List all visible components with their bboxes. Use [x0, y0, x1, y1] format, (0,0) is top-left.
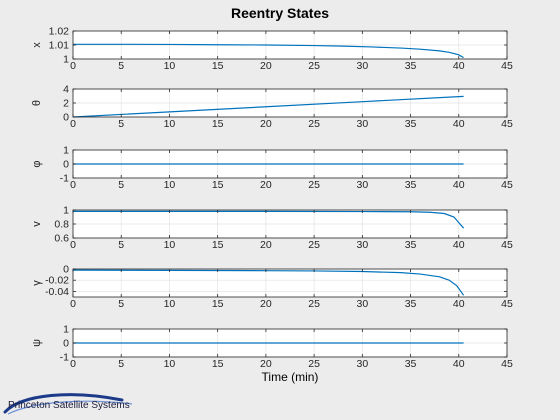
x-tick-label: 30 [356, 239, 368, 251]
y-tick-label: 1 [63, 54, 69, 66]
x-tick-label: 40 [453, 118, 465, 130]
x-tick-label: 15 [212, 358, 224, 370]
x-tick-label: 35 [405, 118, 417, 130]
x-tick-label: 10 [164, 179, 176, 191]
x-tick-label: 35 [405, 298, 417, 310]
x-tick-label: 45 [501, 239, 513, 251]
x-tick-label: 25 [308, 179, 320, 191]
x-axis-label: Time (min) [262, 370, 319, 384]
x-tick-label: 15 [212, 179, 224, 191]
y-axis-label: θ [31, 100, 43, 106]
x-tick-label: 10 [164, 118, 176, 130]
y-tick-label: 1 [63, 145, 69, 157]
x-tick-label: 5 [118, 358, 124, 370]
x-tick-label: 45 [501, 118, 513, 130]
x-tick-label: 0 [70, 60, 76, 72]
x-tick-label: 0 [70, 118, 76, 130]
subplot-4: 0 5 10 15 20 25 30 35 40 45 0.6 0.8 1 v [31, 205, 513, 252]
y-tick-label: 0 [63, 159, 69, 171]
x-tick-label: 40 [453, 298, 465, 310]
x-tick-label: 5 [118, 118, 124, 130]
y-axis-label: ψ [31, 339, 43, 347]
plot-area [73, 269, 507, 297]
y-tick-label: -0.04 [45, 286, 69, 298]
x-tick-label: 35 [405, 60, 417, 72]
x-tick-label: 25 [308, 358, 320, 370]
subplot-1: 0 5 10 15 20 25 30 35 40 45 1 1.01 1.02 x [31, 26, 513, 73]
x-tick-label: 40 [453, 358, 465, 370]
x-tick-label: 20 [260, 358, 272, 370]
x-tick-label: 5 [118, 60, 124, 72]
x-tick-label: 15 [212, 298, 224, 310]
y-axis-label: γ [31, 280, 43, 286]
subplot-5: 0 5 10 15 20 25 30 35 40 45 -0.04-0.020 γ [31, 264, 513, 311]
x-tick-label: 35 [405, 358, 417, 370]
x-tick-label: 15 [212, 239, 224, 251]
y-tick-label: -0.02 [45, 275, 69, 287]
y-tick-label: 1 [63, 324, 69, 336]
y-tick-label: 1 [63, 205, 69, 217]
y-tick-label: -1 [60, 352, 69, 364]
y-tick-label: 0 [63, 264, 69, 276]
x-tick-label: 10 [164, 60, 176, 72]
y-axis-label: φ [31, 160, 43, 167]
x-tick-label: 35 [405, 239, 417, 251]
y-tick-label: 1.02 [49, 26, 70, 38]
x-tick-label: 30 [356, 179, 368, 191]
y-tick-label: 1.01 [49, 40, 70, 52]
y-axis-label: v [31, 221, 43, 227]
x-tick-label: 25 [308, 60, 320, 72]
x-tick-label: 0 [70, 179, 76, 191]
x-tick-label: 30 [356, 298, 368, 310]
logo-text: Princeton Satellite Systems [8, 400, 130, 411]
x-tick-label: 10 [164, 239, 176, 251]
x-tick-label: 40 [453, 60, 465, 72]
y-tick-label: 4 [63, 84, 69, 96]
x-tick-label: 40 [453, 179, 465, 191]
x-tick-label: 45 [501, 179, 513, 191]
x-tick-label: 45 [501, 358, 513, 370]
x-tick-label: 0 [70, 358, 76, 370]
x-tick-label: 20 [260, 179, 272, 191]
x-tick-label: 30 [356, 118, 368, 130]
x-tick-label: 5 [118, 179, 124, 191]
x-tick-label: 15 [212, 118, 224, 130]
x-tick-label: 20 [260, 298, 272, 310]
y-tick-label: 0.8 [54, 219, 69, 231]
x-tick-label: 10 [164, 298, 176, 310]
x-tick-label: 20 [260, 118, 272, 130]
x-tick-label: 30 [356, 60, 368, 72]
chart-title: Reentry States [231, 5, 329, 21]
y-axis-label: x [31, 42, 43, 48]
y-tick-label: 0 [63, 112, 69, 124]
x-tick-label: 40 [453, 239, 465, 251]
x-tick-label: 15 [212, 60, 224, 72]
x-tick-label: 25 [308, 298, 320, 310]
x-tick-label: 45 [501, 60, 513, 72]
y-tick-label: 0.6 [54, 233, 69, 245]
x-tick-label: 20 [260, 239, 272, 251]
x-tick-label: 5 [118, 239, 124, 251]
x-tick-label: 25 [308, 239, 320, 251]
x-tick-label: 45 [501, 298, 513, 310]
x-tick-label: 35 [405, 179, 417, 191]
y-tick-label: -1 [60, 173, 69, 185]
x-tick-label: 20 [260, 60, 272, 72]
x-tick-label: 25 [308, 118, 320, 130]
y-tick-label: 2 [63, 98, 69, 110]
x-tick-label: 0 [70, 298, 76, 310]
x-tick-label: 30 [356, 358, 368, 370]
y-tick-label: 0 [63, 338, 69, 350]
x-tick-label: 10 [164, 358, 176, 370]
company-logo: Princeton Satellite Systems [2, 392, 172, 418]
x-tick-label: 5 [118, 298, 124, 310]
x-tick-label: 0 [70, 239, 76, 251]
